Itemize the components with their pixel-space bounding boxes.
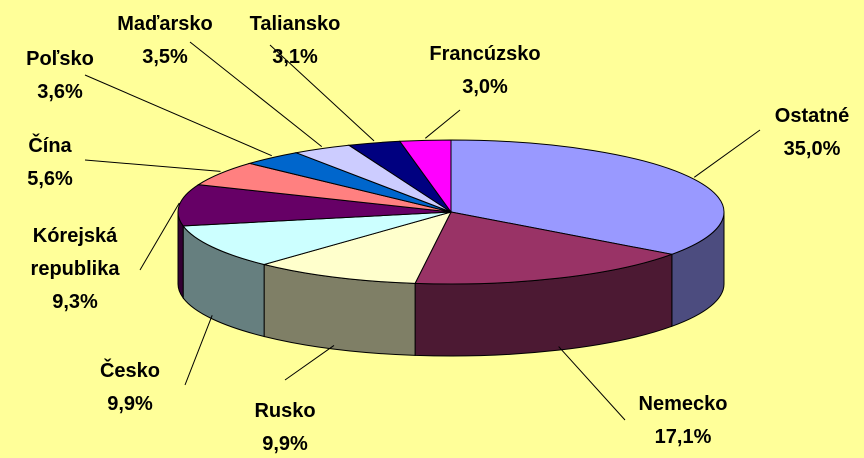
slice-value-label: 5,6% <box>27 168 73 190</box>
pie-slice <box>398 139 452 214</box>
pie-slice <box>177 184 452 227</box>
slice-label: Taliansko <box>249 13 341 35</box>
leader-line <box>184 315 213 386</box>
slice-label: Maďarsko <box>117 13 213 35</box>
slice-label: Česko <box>99 360 161 382</box>
leader-line <box>284 345 335 381</box>
slice-value-label: 35,0% <box>783 138 841 160</box>
leader-line <box>269 44 375 142</box>
slice-value-label: 3,6% <box>37 81 83 103</box>
slice-label: Rusko <box>254 400 316 422</box>
leader-line <box>84 159 221 172</box>
slice-label: Poľsko <box>26 48 94 70</box>
slice-value-label: 3,5% <box>142 46 188 68</box>
leader-line <box>84 74 272 157</box>
leader-line <box>189 41 323 147</box>
leader-line <box>424 109 461 139</box>
slice-value-label: 17,1% <box>654 426 712 448</box>
slice-value-label: 9,9% <box>107 393 153 415</box>
slice-label: Čína <box>28 135 72 157</box>
pie-slice <box>414 211 674 285</box>
slice-label: Francúzsko <box>429 43 541 65</box>
leader-line <box>693 129 761 178</box>
leader-line <box>558 346 626 421</box>
slice-value-label: 9,3% <box>52 291 98 313</box>
slice-label: Ostatné <box>774 105 850 127</box>
leader-line <box>139 202 180 271</box>
pie-slice <box>450 139 725 255</box>
slice-value-label: 9,9% <box>262 433 308 455</box>
pie-slice <box>182 211 452 266</box>
slice-value-label: 3,0% <box>462 76 508 98</box>
slice-value-label: 3,1% <box>272 46 318 68</box>
slice-label: Nemecko <box>638 393 728 415</box>
pie-slice <box>262 211 452 284</box>
slice-label: Kórejská republika <box>30 225 120 280</box>
